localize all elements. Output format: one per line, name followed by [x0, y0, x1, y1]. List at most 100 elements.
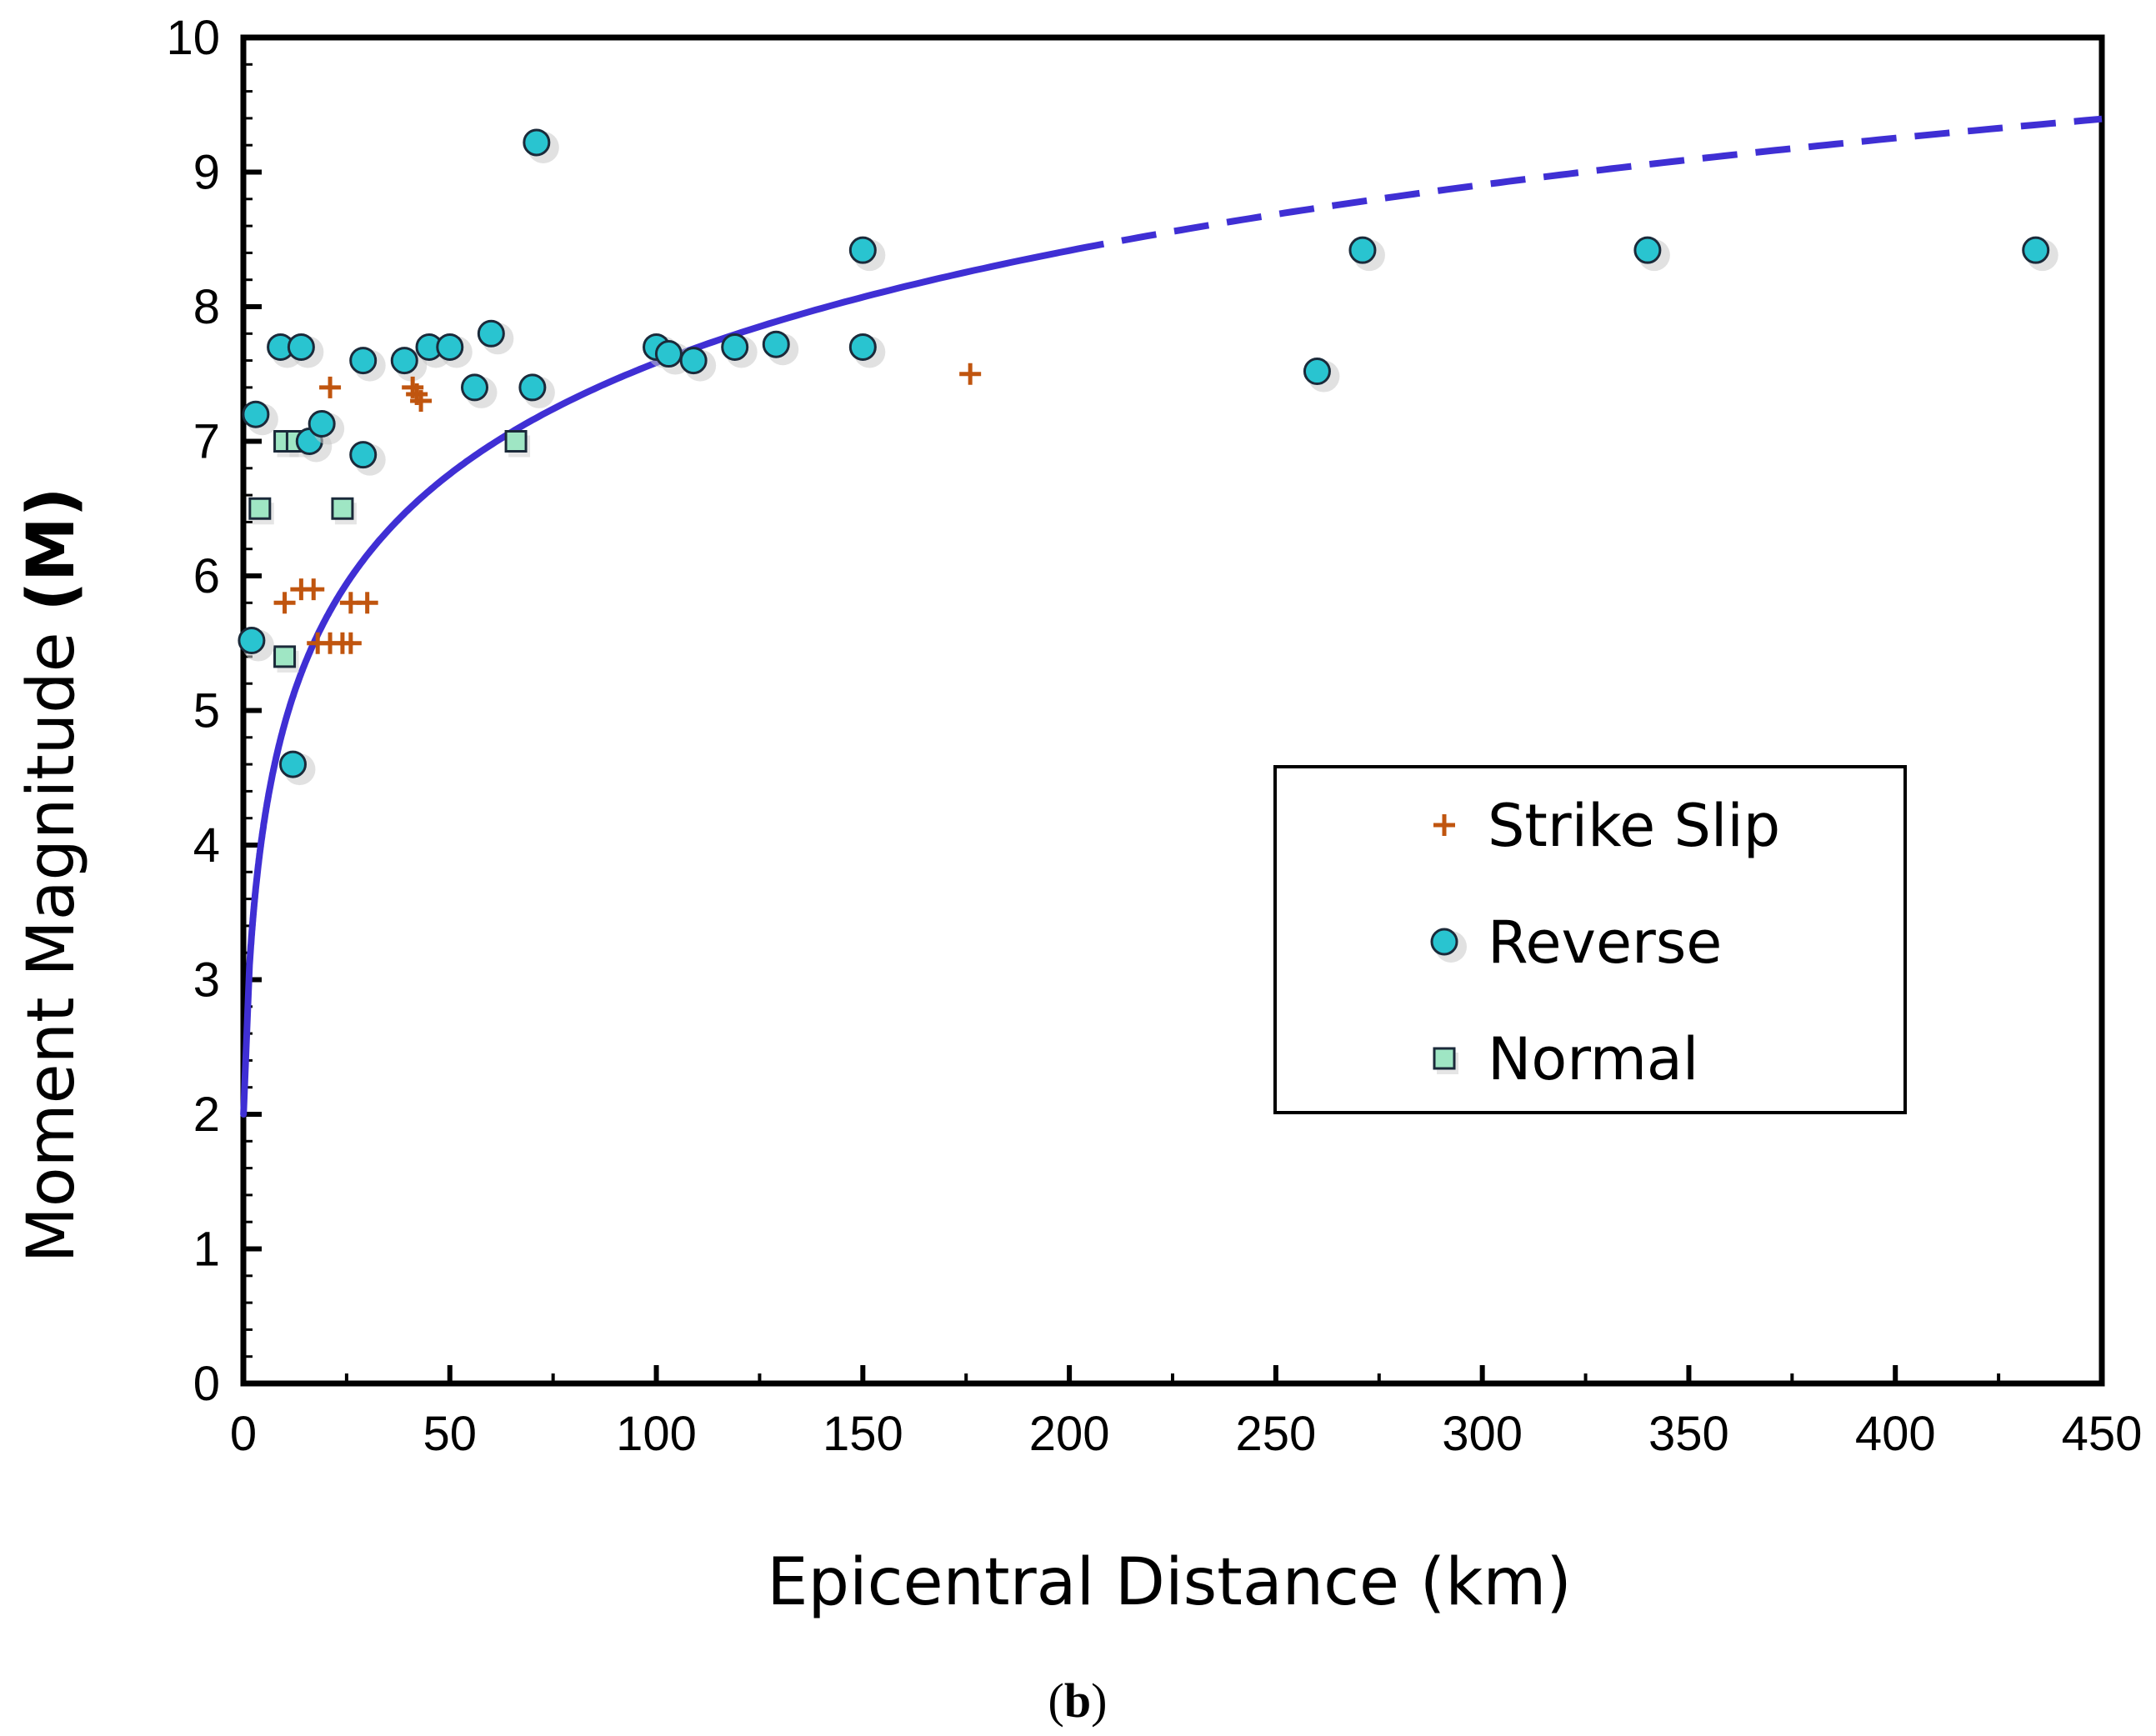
fit-curve-dashed [1068, 115, 2103, 254]
reverse-point [436, 333, 473, 368]
x-tick-label: 100 [616, 1407, 697, 1461]
legend-normal-marker-box [1433, 1047, 1456, 1070]
strike-slip-point [339, 632, 362, 654]
x-tick-label: 300 [1442, 1407, 1523, 1461]
reverse-point-dot [390, 347, 418, 375]
normal-point-box [273, 645, 297, 668]
reverse-point [848, 236, 886, 272]
y-axis: 0 1 2 3 4 5 6 7 8 9 10 [166, 11, 262, 1411]
reverse-point [523, 128, 559, 163]
legend-normal-label: Normal [1488, 1025, 1698, 1093]
legend: Strike Slip Reverse Normal [1273, 765, 1907, 1114]
reverse-point [278, 750, 316, 786]
reverse-point-dot [1633, 236, 1662, 264]
x-tick-label: 250 [1235, 1407, 1316, 1461]
y-axis-title-main: Moment Magnitude [14, 612, 89, 1263]
reverse-point [287, 333, 324, 368]
reverse-point [390, 347, 428, 382]
reverse-point-dot [2022, 236, 2050, 264]
legend-strike-slip-label: Strike Slip [1488, 792, 1780, 860]
y-tick-label: 2 [193, 1088, 220, 1142]
normal-point [331, 497, 357, 525]
reverse-point [1348, 236, 1385, 272]
reverse-point-dot [721, 333, 749, 361]
reverse-point-dot [278, 750, 307, 778]
normal-point [504, 430, 531, 458]
reverse-point [238, 627, 274, 662]
legend-box [1273, 765, 1907, 1114]
legend-normal-marker [1433, 1047, 1458, 1074]
data-points [238, 128, 2058, 786]
strike-slip-point [410, 390, 433, 413]
reverse-point [477, 319, 514, 355]
reverse-point-dot [848, 333, 877, 361]
y-tick-label: 7 [193, 415, 220, 469]
reverse-point-dot [287, 333, 315, 361]
normal-point-box [248, 497, 272, 520]
reverse-point-dot [1348, 236, 1377, 264]
normal-point [273, 645, 299, 673]
x-axis-title: Epicentral Distance (km) [767, 1545, 1572, 1620]
legend-reverse-marker-dot [1430, 928, 1458, 956]
reverse-point-dot [238, 627, 266, 655]
reverse-point [848, 333, 886, 368]
reverse-point-dot [523, 128, 551, 157]
reverse-point [308, 410, 345, 445]
y-tick-label: 3 [193, 953, 220, 1008]
reverse-point [1303, 358, 1340, 393]
x-axis: 0 50 100 150 200 250 300 350 400 450 [230, 1365, 2143, 1461]
plot-area [240, 34, 2105, 1387]
y-tick-label: 10 [166, 11, 220, 65]
reverse-point-dot [654, 340, 683, 368]
plot-frame [240, 34, 2105, 1387]
strike-slip-point [303, 578, 325, 601]
strike-slip-point [273, 592, 296, 614]
x-tick-label: 200 [1029, 1407, 1110, 1461]
x-tick-label: 450 [2062, 1407, 2143, 1461]
y-tick-label: 8 [193, 280, 220, 334]
y-tick-label: 1 [193, 1223, 220, 1277]
normal-point-box [504, 430, 528, 453]
y-tick-label: 9 [193, 146, 220, 200]
reverse-point-dot [349, 347, 378, 375]
legend-reverse-label: Reverse [1488, 908, 1722, 977]
y-axis-title-symbol: (M) [14, 488, 89, 612]
reverse-point-dot [1303, 358, 1331, 386]
reverse-point [1633, 236, 1670, 272]
reverse-point-dot [679, 347, 708, 375]
x-tick-label: 150 [823, 1407, 903, 1461]
y-tick-label: 4 [193, 818, 220, 873]
reverse-point [2022, 236, 2058, 272]
reverse-point [349, 441, 386, 476]
reverse-point-dot [308, 410, 336, 438]
strike-slip-point [356, 592, 378, 614]
reverse-point [762, 330, 799, 366]
reverse-point [242, 400, 278, 436]
normal-point [248, 497, 274, 525]
strike-slip-point [319, 376, 342, 398]
reverse-point [518, 373, 555, 408]
reverse-point-dot [461, 373, 489, 402]
legend-reverse-marker [1430, 928, 1467, 963]
strike-slip-point [959, 363, 982, 385]
reverse-point-dot [242, 400, 270, 428]
y-tick-label: 6 [193, 549, 220, 603]
reverse-point [349, 347, 386, 382]
reverse-point-dot [349, 441, 378, 469]
reverse-point [721, 333, 758, 368]
x-tick-label: 350 [1648, 1407, 1729, 1461]
reverse-point-dot [762, 330, 790, 358]
x-tick-label: 400 [1855, 1407, 1936, 1461]
reverse-point [679, 347, 717, 382]
reverse-point-dot [477, 319, 505, 348]
reverse-point-dot [848, 236, 877, 264]
reverse-point-dot [518, 373, 547, 402]
x-tick-label: 50 [423, 1407, 478, 1461]
normal-point-box [331, 497, 354, 520]
y-tick-label: 5 [193, 684, 220, 738]
reverse-point [461, 373, 498, 408]
figure-caption: (b) [1048, 1673, 1108, 1728]
y-axis-title: Moment Magnitude (M) [14, 488, 89, 1263]
legend-strike-slip-marker [1433, 814, 1455, 836]
